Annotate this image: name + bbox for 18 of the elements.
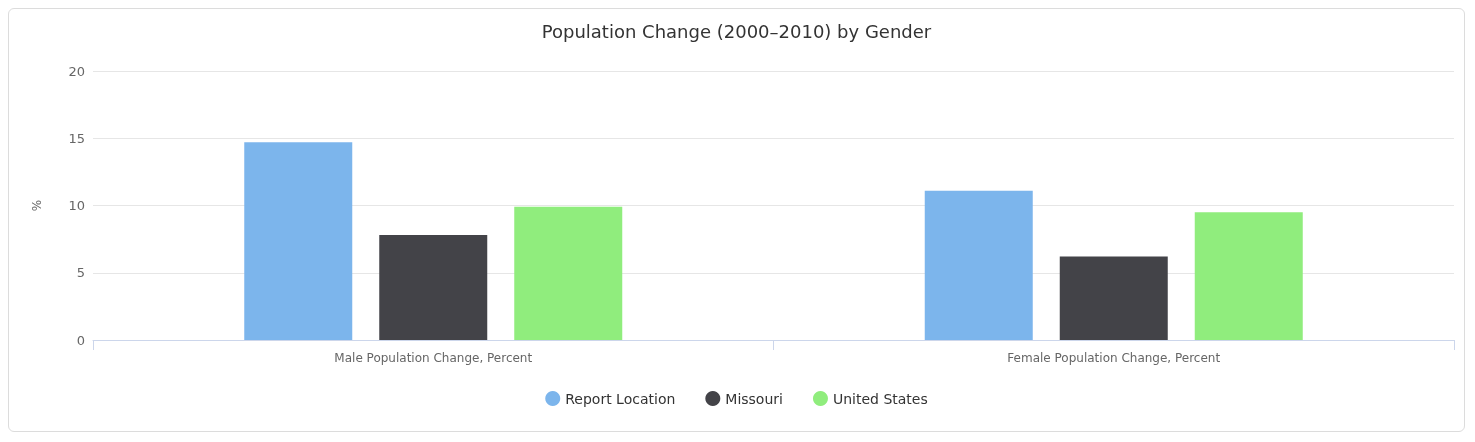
chart-title: Population Change (2000–2010) by Gender [541, 20, 932, 42]
legend-label: United States [832, 390, 928, 407]
bar [1059, 256, 1168, 340]
bar [1194, 212, 1303, 340]
bar [924, 190, 1033, 340]
bar [379, 235, 488, 340]
y-axis-title: % [30, 199, 44, 212]
y-tick-label: 15 [68, 130, 85, 146]
bar [244, 142, 353, 340]
legend-label: Report Location [565, 390, 676, 407]
y-tick-label: 20 [68, 63, 85, 79]
x-tick-label: Male Population Change, Percent [334, 351, 533, 365]
y-tick-label: 5 [76, 265, 85, 281]
x-tick-label: Female Population Change, Percent [1007, 351, 1221, 365]
legend-label: Missouri [725, 390, 783, 407]
bar [514, 206, 623, 340]
y-tick-label: 0 [76, 332, 85, 348]
y-tick-label: 10 [68, 198, 85, 213]
